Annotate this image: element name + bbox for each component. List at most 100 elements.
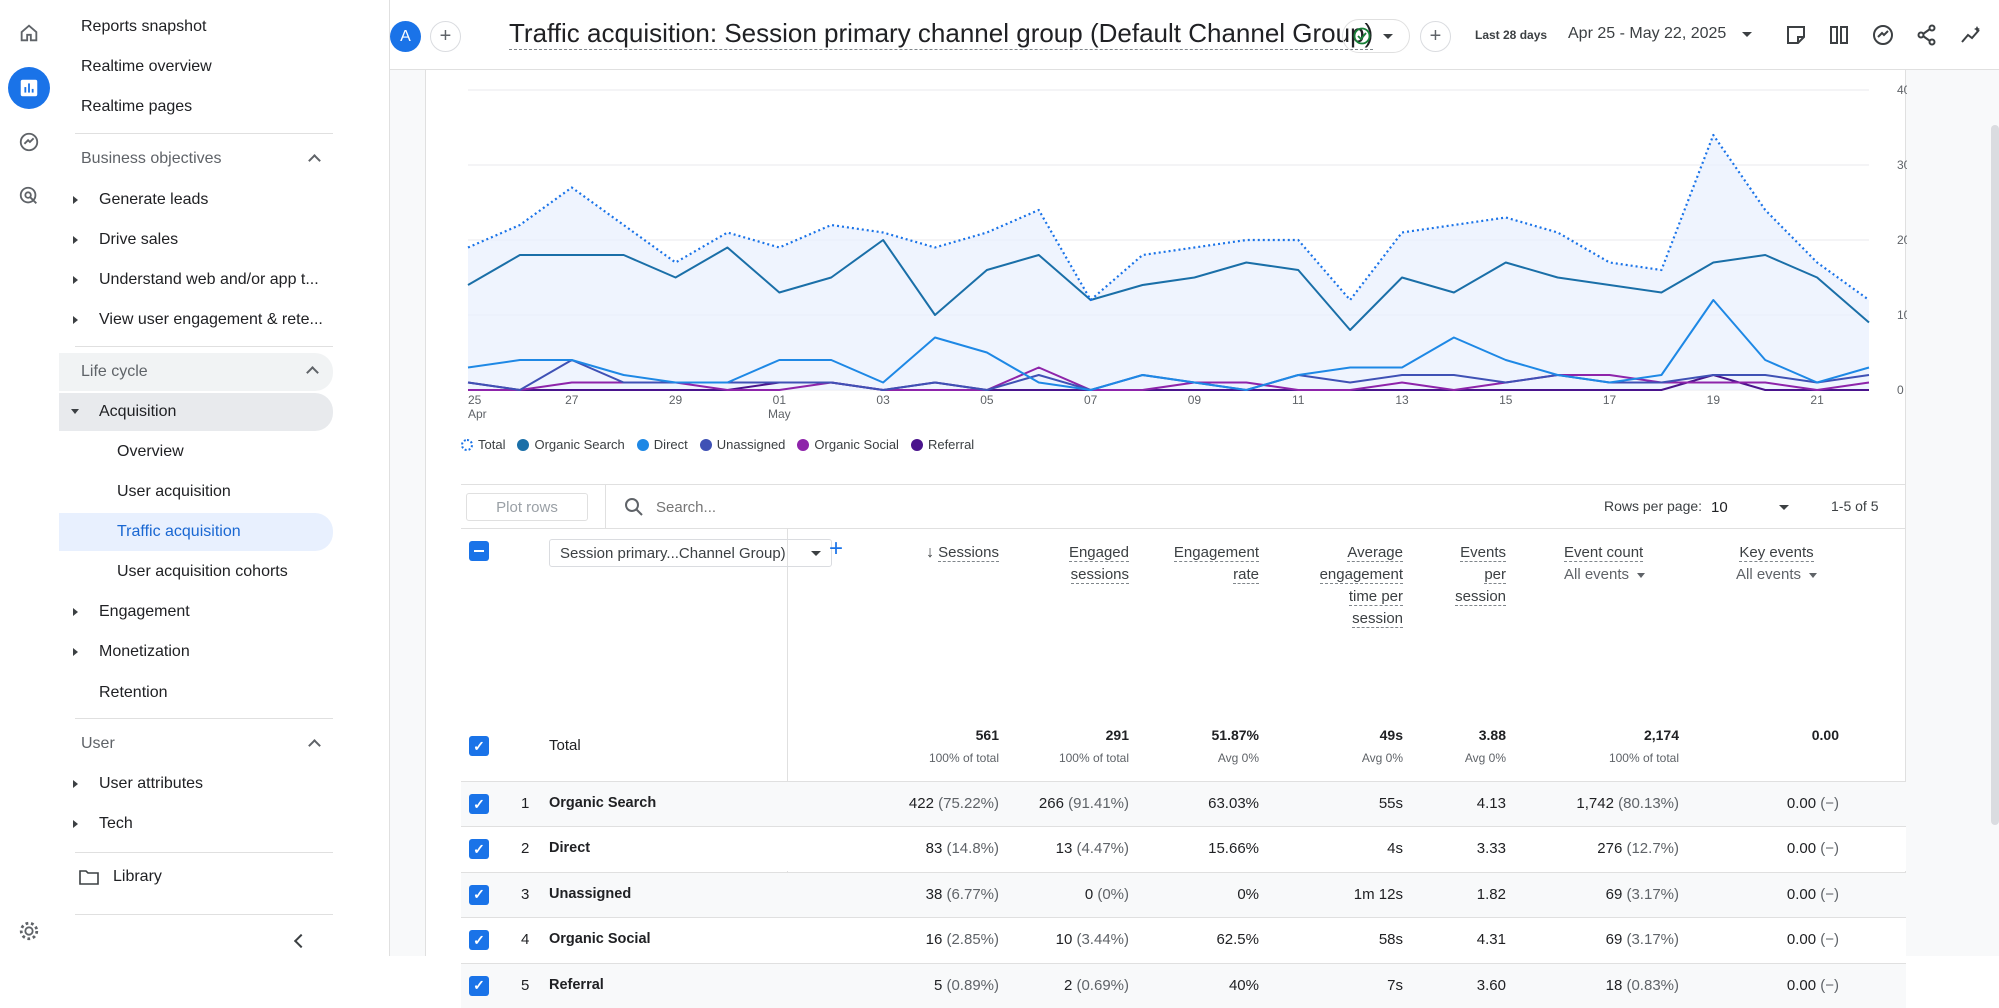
select-all-checkbox[interactable] <box>469 541 489 561</box>
row-channel-name: Direct <box>549 840 591 857</box>
cell-value: 3.60 <box>1476 976 1506 994</box>
nav-retention[interactable]: Retention <box>99 684 168 701</box>
add-plus-icon[interactable]: + <box>1420 21 1451 52</box>
caret-right-icon <box>73 196 78 204</box>
row-cell-sessions: 38 (6.77%) <box>861 886 999 903</box>
plot-rows-button[interactable]: Plot rows <box>466 493 588 521</box>
nav-monetization[interactable]: Monetization <box>59 634 335 670</box>
caret-down-icon <box>71 409 79 414</box>
nav-tech[interactable]: Tech <box>59 806 335 842</box>
row-checkbox[interactable]: ✓ <box>469 839 489 860</box>
nav-realtime-overview[interactable]: Realtime overview <box>81 58 212 75</box>
cell-value: 4.13 <box>1476 795 1506 812</box>
settings-icon[interactable] <box>8 910 50 952</box>
caret-down-icon <box>1779 504 1789 510</box>
row-checkbox[interactable]: ✓ <box>469 975 489 996</box>
table-row[interactable]: ✓ 4 Organic Social 16 (2.85%) 10 (3.44%) 62.5… <box>461 917 1906 963</box>
col-event-count[interactable]: Event count All events <box>1564 542 1646 586</box>
explore-icon[interactable] <box>8 121 50 163</box>
compare-icon[interactable] <box>1828 24 1850 46</box>
check-icon: ✓ <box>473 977 485 994</box>
col-events-per-session[interactable]: Events per session <box>1411 542 1506 608</box>
legend-organic-search[interactable]: Organic Search <box>517 437 625 452</box>
rows-per-page-select[interactable]: 10 <box>1711 493 1789 521</box>
event-filter[interactable]: All events <box>1564 566 1630 583</box>
col-avg-engagement-time[interactable]: Average engagement time per session <box>1273 542 1403 630</box>
nav-label: Generate leads <box>99 191 209 208</box>
nav-user-acquisition-cohorts[interactable]: User acquisition cohorts <box>117 563 288 580</box>
nav-realtime-pages[interactable]: Realtime pages <box>81 98 193 115</box>
nav-section-user[interactable]: User <box>59 726 335 762</box>
page-title: Traffic acquisition: Session primary cha… <box>509 18 1374 50</box>
cell-value: 1.82 <box>1476 885 1506 903</box>
scrollbar[interactable] <box>1991 125 1999 825</box>
nav-label: View user engagement & rete... <box>99 311 323 328</box>
dimension-dropdown[interactable]: Session primary...Channel Group) <box>549 539 832 567</box>
nav-user-attributes[interactable]: User attributes <box>59 766 335 802</box>
add-comparison-plus-icon[interactable]: + <box>430 21 461 52</box>
table-search-input[interactable] <box>656 495 1056 519</box>
nav-understand-web[interactable]: Understand web and/or app t... <box>59 262 335 298</box>
comparison-avatar[interactable]: A <box>390 21 421 52</box>
collapse-nav-icon[interactable] <box>293 933 309 949</box>
legend-referral[interactable]: Referral <box>910 437 974 452</box>
advertising-icon[interactable] <box>8 175 50 217</box>
nav-user-acquisition[interactable]: User acquisition <box>117 483 231 500</box>
row-checkbox[interactable]: ✓ <box>469 930 489 951</box>
table-toolbar: Plot rows Rows per page: 10 1-5 of 5 <box>461 484 1906 529</box>
nav-drive-sales[interactable]: Drive sales <box>59 222 335 258</box>
y-tick-label: 10 <box>1897 308 1907 322</box>
cell-percent: (2.85%) <box>946 931 999 949</box>
edit-report-icon[interactable] <box>1785 24 1807 46</box>
cell-value: 40% <box>1228 976 1259 994</box>
col-engagement-rate[interactable]: Engagement rate <box>1141 542 1259 586</box>
share-icon[interactable] <box>1916 24 1938 46</box>
col-key-events[interactable]: Key events All events <box>1736 542 1818 586</box>
row-checkbox[interactable]: ✓ <box>469 884 489 905</box>
nav-section-life-cycle[interactable]: Life cycle <box>59 353 333 391</box>
table-row[interactable]: ✓ 5 Referral 5 (0.89%) 2 (0.69%) 40% 7s 3.60 18 … <box>461 962 1906 1008</box>
report-navigation: Reports snapshot Realtime overview Realt… <box>59 0 390 956</box>
caret-right-icon <box>73 780 78 788</box>
home-icon[interactable] <box>8 12 50 54</box>
nav-engagement[interactable]: Engagement <box>59 594 335 630</box>
divider <box>75 718 333 719</box>
nav-view-engagement[interactable]: View user engagement & rete... <box>59 302 335 338</box>
total-checkbox[interactable]: ✓ <box>469 736 489 756</box>
row-checkbox[interactable]: ✓ <box>469 794 489 814</box>
cell-value: 18 <box>1605 976 1623 994</box>
nav-reports-snapshot[interactable]: Reports snapshot <box>81 18 207 35</box>
x-month-label: Apr <box>468 407 487 421</box>
trend-sparkle-icon[interactable] <box>1960 24 1982 46</box>
divider <box>75 133 333 134</box>
date-range-picker[interactable]: Apr 25 - May 22, 2025 <box>1568 25 1753 43</box>
legend-unassigned[interactable]: Unassigned <box>699 437 785 452</box>
table-row[interactable]: ✓ 1 Organic Search 422 (75.22%) 266 (91.41%)… <box>461 781 1906 826</box>
legend-total[interactable]: Total <box>461 437 505 452</box>
insights-icon[interactable] <box>1872 24 1894 46</box>
cell-value: 63.03% <box>1208 795 1259 812</box>
legend-organic-social[interactable]: Organic Social <box>797 437 899 452</box>
row-cell-rate: 15.66% <box>1141 840 1259 857</box>
table-row[interactable]: ✓ 2 Direct 83 (14.8%) 13 (4.47%) 15.66% 4s 3.33… <box>461 826 1906 872</box>
key-event-filter[interactable]: All events <box>1736 566 1802 583</box>
nav-overview[interactable]: Overview <box>117 443 184 460</box>
nav-traffic-acquisition[interactable]: Traffic acquisition <box>59 513 333 551</box>
col-engaged-sessions[interactable]: Engaged sessions <box>1011 542 1129 586</box>
nav-generate-leads[interactable]: Generate leads <box>59 182 335 218</box>
nav-acquisition[interactable]: Acquisition <box>59 393 333 431</box>
cell-percent: (91.41%) <box>1068 795 1129 812</box>
table-row[interactable]: ✓ 3 Unassigned 38 (6.77%) 0 (0%) 0% 1m 12s 1.82… <box>461 871 1906 917</box>
add-dimension-plus-icon[interactable]: + <box>829 535 844 562</box>
row-index: 3 <box>521 885 530 903</box>
date-range-text: Apr 25 - May 22, 2025 <box>1568 25 1727 42</box>
chevron-up-icon <box>306 366 319 379</box>
legend-direct[interactable]: Direct <box>636 437 688 452</box>
x-tick-label: 29 <box>669 393 683 407</box>
nav-section-business-objectives[interactable]: Business objectives <box>59 141 335 177</box>
col-sessions[interactable]: ↓ Sessions <box>891 542 999 564</box>
report-status-dropdown[interactable] <box>1342 19 1410 53</box>
reports-icon[interactable] <box>8 67 50 109</box>
main-area: A + Traffic acquisition: Session primary… <box>390 0 1999 1008</box>
nav-library[interactable]: Library <box>59 859 162 895</box>
